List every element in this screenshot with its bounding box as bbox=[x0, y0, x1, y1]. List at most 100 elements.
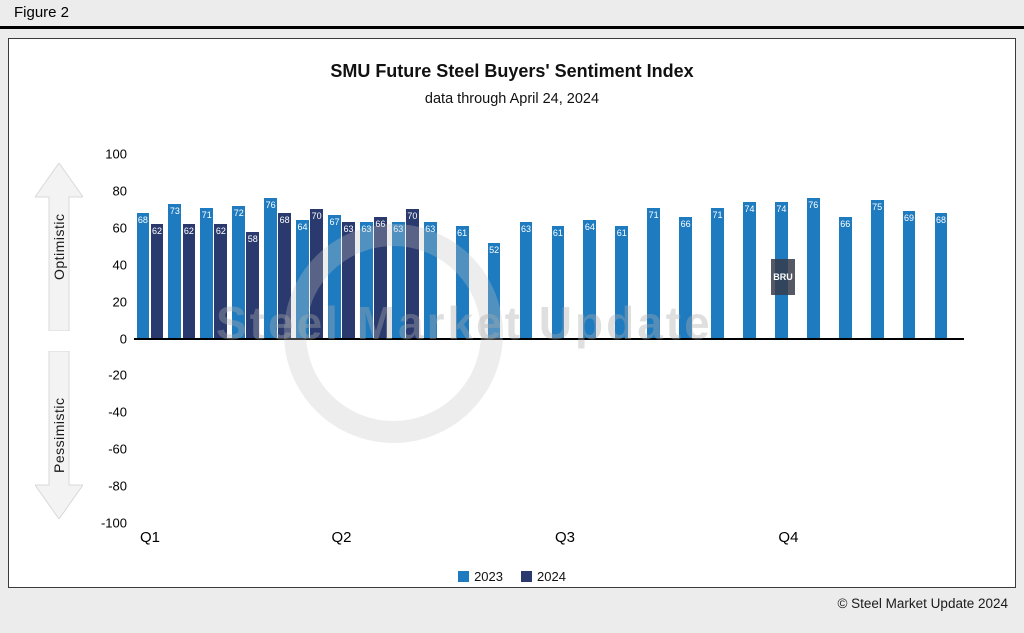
chart-panel: SMU Future Steel Buyers' Sentiment Index… bbox=[8, 38, 1016, 588]
bar-2023: 66 bbox=[838, 216, 852, 339]
bar-2023: 64 bbox=[583, 220, 597, 339]
bar-group: 64 bbox=[581, 154, 613, 523]
legend-item-2023: 2023 bbox=[458, 569, 503, 584]
bar-value-label: 71 bbox=[648, 209, 659, 220]
x-tick-label: Q2 bbox=[331, 529, 352, 546]
bar-2023: 76 bbox=[264, 198, 277, 339]
bar-group: 68 62 bbox=[134, 154, 166, 523]
bar-group: 66 bbox=[677, 154, 709, 523]
bar-value-label: 63 bbox=[361, 224, 372, 235]
chart-subtitle: data through April 24, 2024 bbox=[424, 91, 600, 107]
down-arrow-icon bbox=[35, 351, 83, 519]
bar-value-label: 64 bbox=[584, 222, 595, 233]
x-tick-label: Q3 bbox=[554, 529, 575, 546]
bar-group: 68 bbox=[932, 154, 964, 523]
bar-2023: 74 bbox=[743, 201, 756, 339]
bar-group: 52 bbox=[485, 154, 517, 523]
bar-value-label: 61 bbox=[457, 227, 468, 238]
x-axis-labels: Q1 Q2 Q3 Q4 bbox=[134, 529, 964, 551]
bar-2023: 74 bbox=[774, 201, 788, 339]
bar-2023: 64 bbox=[296, 220, 309, 339]
y-tick-label: 40 bbox=[112, 257, 127, 273]
bar-2023: 63 bbox=[423, 222, 437, 339]
bar-2023: 61 bbox=[615, 225, 629, 339]
bar-value-label: 72 bbox=[233, 207, 244, 218]
bar-value-label: 75 bbox=[872, 202, 883, 213]
bar-2023: 61 bbox=[551, 225, 565, 339]
bar-2024: 58 bbox=[246, 231, 260, 339]
bar-value-label: 62 bbox=[183, 226, 194, 237]
bar-group: 64 70 bbox=[294, 154, 326, 523]
bar-group: 63 bbox=[517, 154, 549, 523]
bar-2023: 52 bbox=[487, 242, 501, 339]
bar-group: 69 bbox=[900, 154, 932, 523]
bar-2023: 73 bbox=[168, 203, 182, 339]
bar-2023: 68 bbox=[934, 213, 948, 339]
bar-group: 71 62 bbox=[198, 154, 230, 523]
x-axis-line bbox=[134, 337, 964, 340]
bar-value-label: 61 bbox=[616, 227, 627, 238]
y-tick-label: 100 bbox=[105, 146, 127, 162]
legend-label: 2024 bbox=[537, 569, 566, 584]
bar-group: 75 bbox=[868, 154, 900, 523]
bar-value-label: 66 bbox=[375, 218, 386, 229]
bar-value-label: 63 bbox=[343, 224, 354, 235]
bar-value-label: 69 bbox=[904, 213, 915, 224]
bar-group: 73 62 bbox=[166, 154, 198, 523]
bar-value-label: 63 bbox=[520, 224, 531, 235]
chart-title: SMU Future Steel Buyers' Sentiment Index bbox=[330, 61, 694, 81]
bar-2023: 71 bbox=[200, 207, 214, 339]
y-axis: 100 80 60 40 20 0 -20 -40 -60 -80 -100 bbox=[69, 147, 127, 531]
up-arrow-icon bbox=[35, 163, 83, 331]
bar-value-label: 73 bbox=[169, 205, 180, 216]
legend-swatch bbox=[458, 571, 470, 582]
legend-swatch bbox=[521, 571, 532, 582]
bar-value-label: 67 bbox=[329, 216, 340, 227]
legend: 2023 2024 bbox=[9, 569, 1015, 584]
bar-2023: 61 bbox=[455, 225, 469, 339]
bar-value-label: 68 bbox=[279, 215, 290, 226]
bar-2023: 63 bbox=[519, 222, 533, 339]
x-tick-label: Q1 bbox=[139, 529, 160, 546]
bar-2023: 76 bbox=[806, 198, 820, 339]
bar-value-label: 70 bbox=[311, 211, 322, 222]
bar-group: 63 66 bbox=[357, 154, 389, 523]
bar-value-label: 76 bbox=[808, 200, 819, 211]
bar-2024: 70 bbox=[310, 209, 323, 339]
bar-group: 71 bbox=[709, 154, 741, 523]
x-tick-label: Q4 bbox=[778, 529, 799, 546]
figure-header: Figure 2 bbox=[14, 4, 69, 21]
bar-group: 72 58 bbox=[230, 154, 262, 523]
legend-item-2024: 2024 bbox=[521, 569, 566, 584]
bar-value-label: 52 bbox=[489, 244, 500, 255]
bar-2023: 63 bbox=[391, 222, 405, 339]
bar-value-label: 71 bbox=[201, 209, 212, 220]
y-tick-label: -60 bbox=[108, 441, 127, 457]
copyright: © Steel Market Update 2024 bbox=[837, 596, 1008, 611]
bar-value-label: 68 bbox=[137, 215, 148, 226]
bar-group: 67 63 bbox=[326, 154, 358, 523]
bar-2023: 67 bbox=[328, 214, 341, 339]
bar-2023: 66 bbox=[679, 216, 692, 339]
bar-group: 63 70 bbox=[389, 154, 421, 523]
y-tick-label: -20 bbox=[108, 367, 127, 383]
bar-value-label: 74 bbox=[744, 203, 755, 214]
bar-value-label: 76 bbox=[265, 200, 276, 211]
bar-value-label: 71 bbox=[712, 209, 723, 220]
bar-value-label: 62 bbox=[151, 226, 162, 237]
bar-2024: 62 bbox=[182, 224, 196, 339]
bar-2023: 68 bbox=[136, 213, 150, 339]
bar-group: 63 bbox=[421, 154, 453, 523]
bar-value-label: 63 bbox=[393, 224, 404, 235]
bar-2023: 71 bbox=[711, 207, 724, 339]
y-tick-label: 20 bbox=[112, 294, 127, 310]
bar-value-label: 63 bbox=[425, 224, 436, 235]
plot-area: 68 62 73 62 71 62 72 58 76 68 64 70 67 63 63 66 63 70 63 61… bbox=[134, 154, 964, 523]
bar-group: 66 bbox=[836, 154, 868, 523]
bar-2024: 62 bbox=[214, 224, 228, 339]
bar-2023: 63 bbox=[360, 222, 373, 339]
bar-group: 61 bbox=[453, 154, 485, 523]
bar-value-label: 66 bbox=[680, 218, 691, 229]
bar-2024: 66 bbox=[374, 216, 387, 339]
y-tick-label: 0 bbox=[119, 331, 127, 346]
